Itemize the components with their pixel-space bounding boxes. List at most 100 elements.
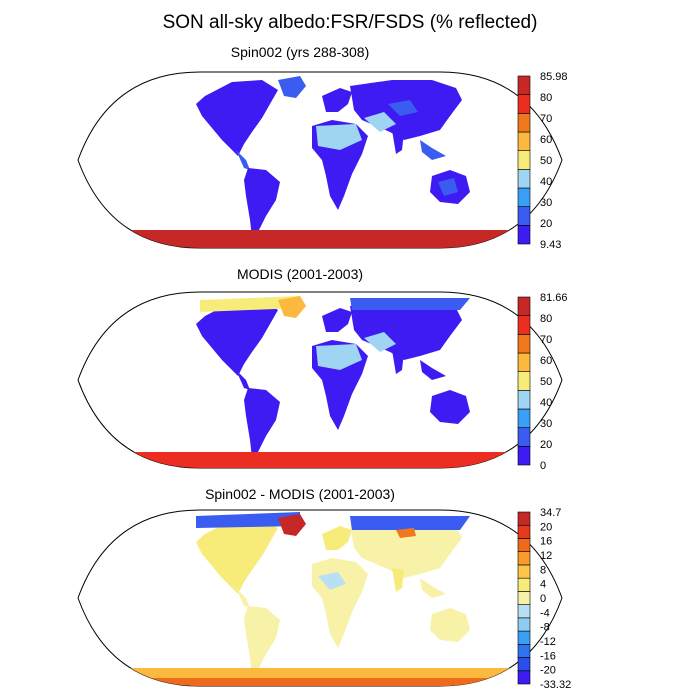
map-panel-spin002 <box>77 71 563 249</box>
central-america <box>236 150 250 170</box>
colorbar-swatch <box>517 630 531 645</box>
india <box>392 568 404 592</box>
arctic-canada <box>196 512 300 528</box>
tibet <box>388 100 418 116</box>
colorbar-swatch <box>517 657 531 672</box>
europe <box>322 526 352 550</box>
colorbar-label: 50 <box>540 155 552 167</box>
siberia <box>350 516 470 530</box>
greenland <box>278 76 306 98</box>
map-frame <box>77 291 563 469</box>
antarctica <box>78 230 562 248</box>
colorbar-modis: 0 20 30 40 50 60 70 80 81.66 <box>517 292 568 472</box>
colorbar-label: 80 <box>540 313 552 325</box>
colorbar-swatch <box>517 644 531 658</box>
colorbar-swatch <box>517 315 531 335</box>
colorbar-swatch <box>517 591 531 605</box>
colorbar-swatch <box>517 446 531 466</box>
map-panel-modis <box>77 291 563 469</box>
colorbar-swatch <box>517 390 531 410</box>
colorbar-label: 30 <box>540 197 552 209</box>
colorbar-label: 70 <box>540 113 552 125</box>
colorbar-swatch <box>517 169 531 189</box>
colorbar-swatch <box>517 538 531 552</box>
colorbar-label: 8 <box>540 564 546 576</box>
colorbar-label: -33.32 <box>540 679 571 691</box>
colorbar-label: -12 <box>540 636 556 648</box>
colorbar-label: 70 <box>540 334 552 346</box>
colorbar-swatch <box>517 187 531 207</box>
greenland <box>278 296 306 318</box>
colorbar-label: 20 <box>540 521 552 533</box>
colorbar-label: 4 <box>540 579 546 591</box>
colorbar-label: 0 <box>540 460 546 472</box>
colorbar-swatch <box>517 352 531 372</box>
indonesia <box>420 360 446 380</box>
main-title: SON all-sky albedo:FSR/FSDS (% reflected… <box>162 12 538 33</box>
colorbar-label: -8 <box>540 622 550 634</box>
colorbar-swatch <box>517 206 531 226</box>
colorbar-swatch <box>517 334 531 354</box>
colorbar-label: 30 <box>540 418 552 430</box>
map-frame <box>77 509 563 687</box>
colorbar-label: 85.98 <box>540 71 568 83</box>
colorbar-swatch <box>517 113 531 133</box>
colorbar-label: 9.43 <box>540 239 561 251</box>
siberia-positive-patch <box>396 528 416 538</box>
panel-title-difference: Spin002 - MODIS (2001-2003) <box>205 486 395 502</box>
arabia-desert <box>364 332 396 352</box>
colorbar-label: 20 <box>540 439 552 451</box>
colorbar-swatch <box>517 617 531 632</box>
europe <box>322 308 352 332</box>
central-america <box>236 588 250 608</box>
colorbar-swatch <box>517 511 531 526</box>
sahara <box>316 124 362 150</box>
indonesia <box>420 578 446 598</box>
colorbar-label: 60 <box>540 355 552 367</box>
colorbar-swatch <box>517 524 531 539</box>
colorbar-difference: -33.32 -20 -16 -12 -8 -4 0 4 8 12 16 20 34.7 <box>517 507 571 691</box>
antarctica <box>78 452 562 468</box>
colorbar-label: -20 <box>540 665 556 677</box>
africa-negative-patch <box>318 572 346 590</box>
colorbar-swatch <box>517 150 531 170</box>
south-america <box>244 168 280 238</box>
colorbar-swatch <box>517 408 531 428</box>
colorbar-swatch <box>517 75 531 95</box>
colorbar-swatch <box>517 371 531 391</box>
south-america <box>244 606 280 676</box>
colorbar-label: 0 <box>540 593 546 605</box>
india <box>392 350 404 374</box>
colorbar-label: 50 <box>540 376 552 388</box>
colorbar-label: -16 <box>540 650 556 662</box>
colorbar-label: 81.66 <box>540 292 568 304</box>
north-america <box>196 300 278 376</box>
panel-title-modis: MODIS (2001-2003) <box>236 266 364 282</box>
colorbar-label: 34.7 <box>540 507 561 519</box>
greenland <box>278 514 306 536</box>
map-frame <box>77 71 563 249</box>
panel-title-spin002: Spin002 (yrs 288-308) <box>230 44 370 60</box>
arabia-desert <box>364 112 396 132</box>
europe <box>322 88 352 112</box>
antarctica-interior <box>78 678 562 686</box>
indonesia <box>420 140 446 160</box>
colorbar-label: 60 <box>540 134 552 146</box>
siberia <box>350 298 470 310</box>
colorbar-swatch <box>517 94 531 114</box>
colorbar-label: 12 <box>540 550 552 562</box>
colorbar-swatch <box>517 577 531 592</box>
south-america <box>244 388 280 458</box>
colorbar-label: 80 <box>540 92 552 104</box>
australia-interior <box>438 178 458 196</box>
asia <box>350 518 462 578</box>
colorbar-label: -4 <box>540 607 550 619</box>
australia <box>430 390 470 424</box>
colorbar-swatch <box>517 296 531 316</box>
arctic-canada <box>200 296 300 312</box>
india <box>392 130 404 154</box>
colorbar-spin002: 9.43 20 30 40 50 60 70 80 85.98 <box>517 71 568 251</box>
colorbar-label: 40 <box>540 176 552 188</box>
colorbar-label: 40 <box>540 397 552 409</box>
